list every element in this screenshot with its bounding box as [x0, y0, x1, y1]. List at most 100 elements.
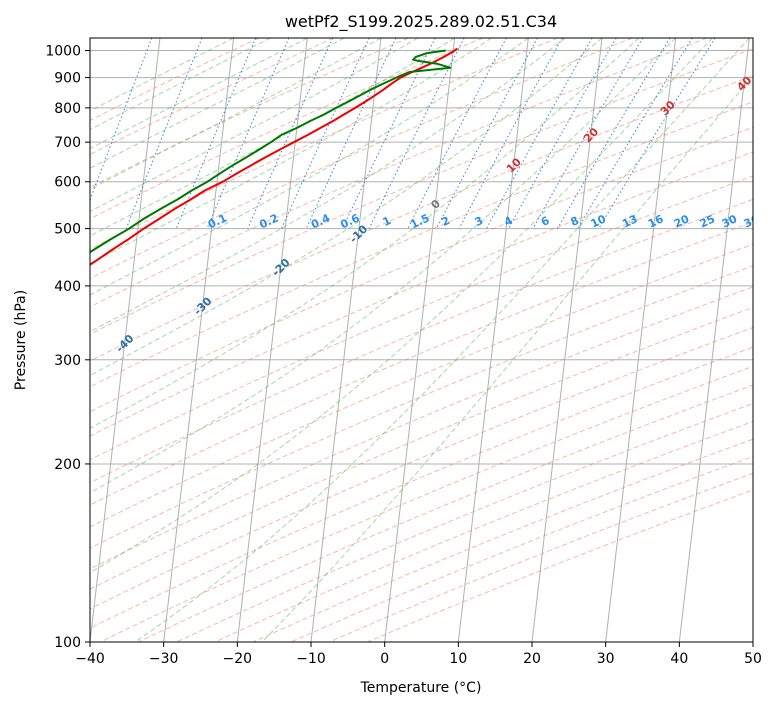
dry-adiabat-line	[176, 402, 753, 642]
moist-adiabat-line	[90, 38, 455, 237]
dry-adiabat-line	[90, 286, 753, 570]
dry-adiabat-line	[90, 38, 708, 308]
mixing-ratio-line	[458, 38, 563, 229]
isotherm-label: 40	[734, 73, 754, 93]
dry-adiabat-line	[90, 151, 753, 437]
isotherm-line	[0, 38, 13, 642]
moist-adiabat-line	[90, 38, 308, 150]
dry-adiabat-line	[138, 384, 753, 642]
chart-title: wetPf2_S199.2025.289.02.51.C34	[285, 12, 557, 32]
mixing-ratio-line	[125, 38, 203, 229]
moist-adiabat-line	[90, 38, 529, 296]
mixing-ratio-label: 20	[672, 212, 692, 230]
x-tick-label: 50	[744, 651, 762, 667]
moist-adiabat-line	[90, 38, 713, 574]
moist-adiabat-line	[90, 38, 382, 190]
dry-adiabat-line	[328, 472, 753, 642]
x-tick-label: 10	[449, 651, 467, 667]
plot-frame	[89, 37, 754, 643]
dry-adiabat-line	[90, 126, 753, 413]
y-tick-label: 400	[54, 279, 81, 295]
moist-adiabat-line	[90, 38, 676, 494]
dry-adiabat-line	[252, 438, 753, 642]
mixing-ratio-line	[407, 38, 507, 229]
isotherm-line	[605, 38, 677, 642]
x-tick-label: −20	[223, 651, 253, 667]
y-tick-label: 900	[54, 71, 81, 87]
x-tick-label: 0	[380, 651, 389, 667]
mixing-ratio-label: 13	[620, 212, 639, 230]
dry-adiabat-line	[90, 101, 753, 388]
isotherm-line	[457, 38, 529, 642]
y-tick-label: 200	[54, 457, 81, 473]
dry-adiabat-line	[90, 175, 753, 461]
isotherm-line	[531, 38, 603, 642]
y-tick-label: 700	[54, 135, 81, 151]
isotherm-label: 10	[504, 155, 524, 175]
dry-adiabat-line	[90, 75, 753, 362]
isotherm-label: -40	[113, 332, 136, 355]
mixing-ratio-line	[557, 38, 671, 229]
mixing-ratio-label: 10	[589, 212, 609, 230]
dry-adiabat-line	[90, 243, 753, 528]
mixing-ratio-line	[435, 38, 538, 229]
y-tick-label: 300	[54, 353, 81, 369]
x-tick-label: −40	[75, 651, 105, 667]
moist-adiabat-line	[261, 75, 753, 642]
x-tick-label: −30	[149, 651, 179, 667]
mixing-ratio-line	[206, 38, 290, 229]
dry-adiabat-line	[90, 198, 753, 484]
moist-adiabat-line	[90, 38, 345, 169]
x-tick-label: 40	[670, 651, 688, 667]
isotherm-line	[163, 38, 235, 642]
isotherm-label: -50	[35, 375, 58, 398]
temperature-profile-line	[90, 47, 458, 266]
dewpoint-profile-line	[90, 49, 452, 254]
mixing-ratio-line	[90, 38, 153, 202]
dry-adiabat-line	[90, 48, 753, 335]
moist-adiabat-line	[90, 38, 603, 377]
dry-adiabat-line	[90, 38, 558, 250]
mixing-ratio-label: 6	[539, 214, 552, 229]
mixing-ratio-line	[368, 38, 465, 229]
dry-adiabat-line	[90, 38, 334, 156]
y-tick-label: 500	[54, 222, 81, 238]
x-tick-label: 30	[597, 651, 615, 667]
moist-adiabat-line	[134, 38, 750, 642]
x-tick-label: −10	[296, 651, 326, 667]
dry-adiabat-line	[90, 306, 753, 590]
dry-adiabat-line	[90, 38, 260, 121]
x-axis-label: Temperature (°C)	[360, 680, 482, 696]
isotherm-line	[678, 38, 750, 642]
mixing-ratio-line	[175, 38, 257, 229]
isotherm-line	[236, 38, 308, 642]
mixing-ratio-line	[486, 38, 593, 229]
mixing-ratio-line	[341, 38, 436, 229]
x-tick-label: 20	[523, 651, 541, 667]
y-tick-label: 100	[54, 635, 81, 651]
mixing-ratio-label: 1	[381, 214, 393, 229]
dry-adiabat-line	[214, 420, 753, 642]
mixing-ratio-line	[598, 38, 716, 229]
isotherm-label: 30	[658, 98, 678, 118]
moist-adiabat-line	[90, 38, 492, 265]
isotherm-label: -20	[269, 256, 292, 279]
mixing-ratio-label: 16	[646, 212, 666, 230]
mixing-ratio-label: 36	[742, 212, 762, 230]
dry-adiabat-line	[100, 365, 753, 642]
mixing-ratio-label: 4	[502, 214, 515, 229]
moist-adiabat-line	[90, 38, 640, 429]
mixing-ratio-label: 30	[720, 212, 740, 230]
y-tick-label: 600	[54, 175, 81, 191]
isotherm-label: -30	[191, 294, 214, 317]
mixing-ratio-line	[577, 38, 693, 229]
dry-adiabat-line	[90, 265, 753, 549]
isotherm-line	[752, 637, 753, 642]
dry-adiabat-line	[90, 38, 633, 280]
y-axis-label: Pressure (hPa)	[13, 290, 29, 390]
moist-adiabat-line	[90, 38, 419, 213]
mixing-ratio-label: 25	[698, 212, 717, 230]
dry-adiabat-line	[90, 221, 753, 506]
y-tick-label: 1000	[45, 44, 81, 60]
